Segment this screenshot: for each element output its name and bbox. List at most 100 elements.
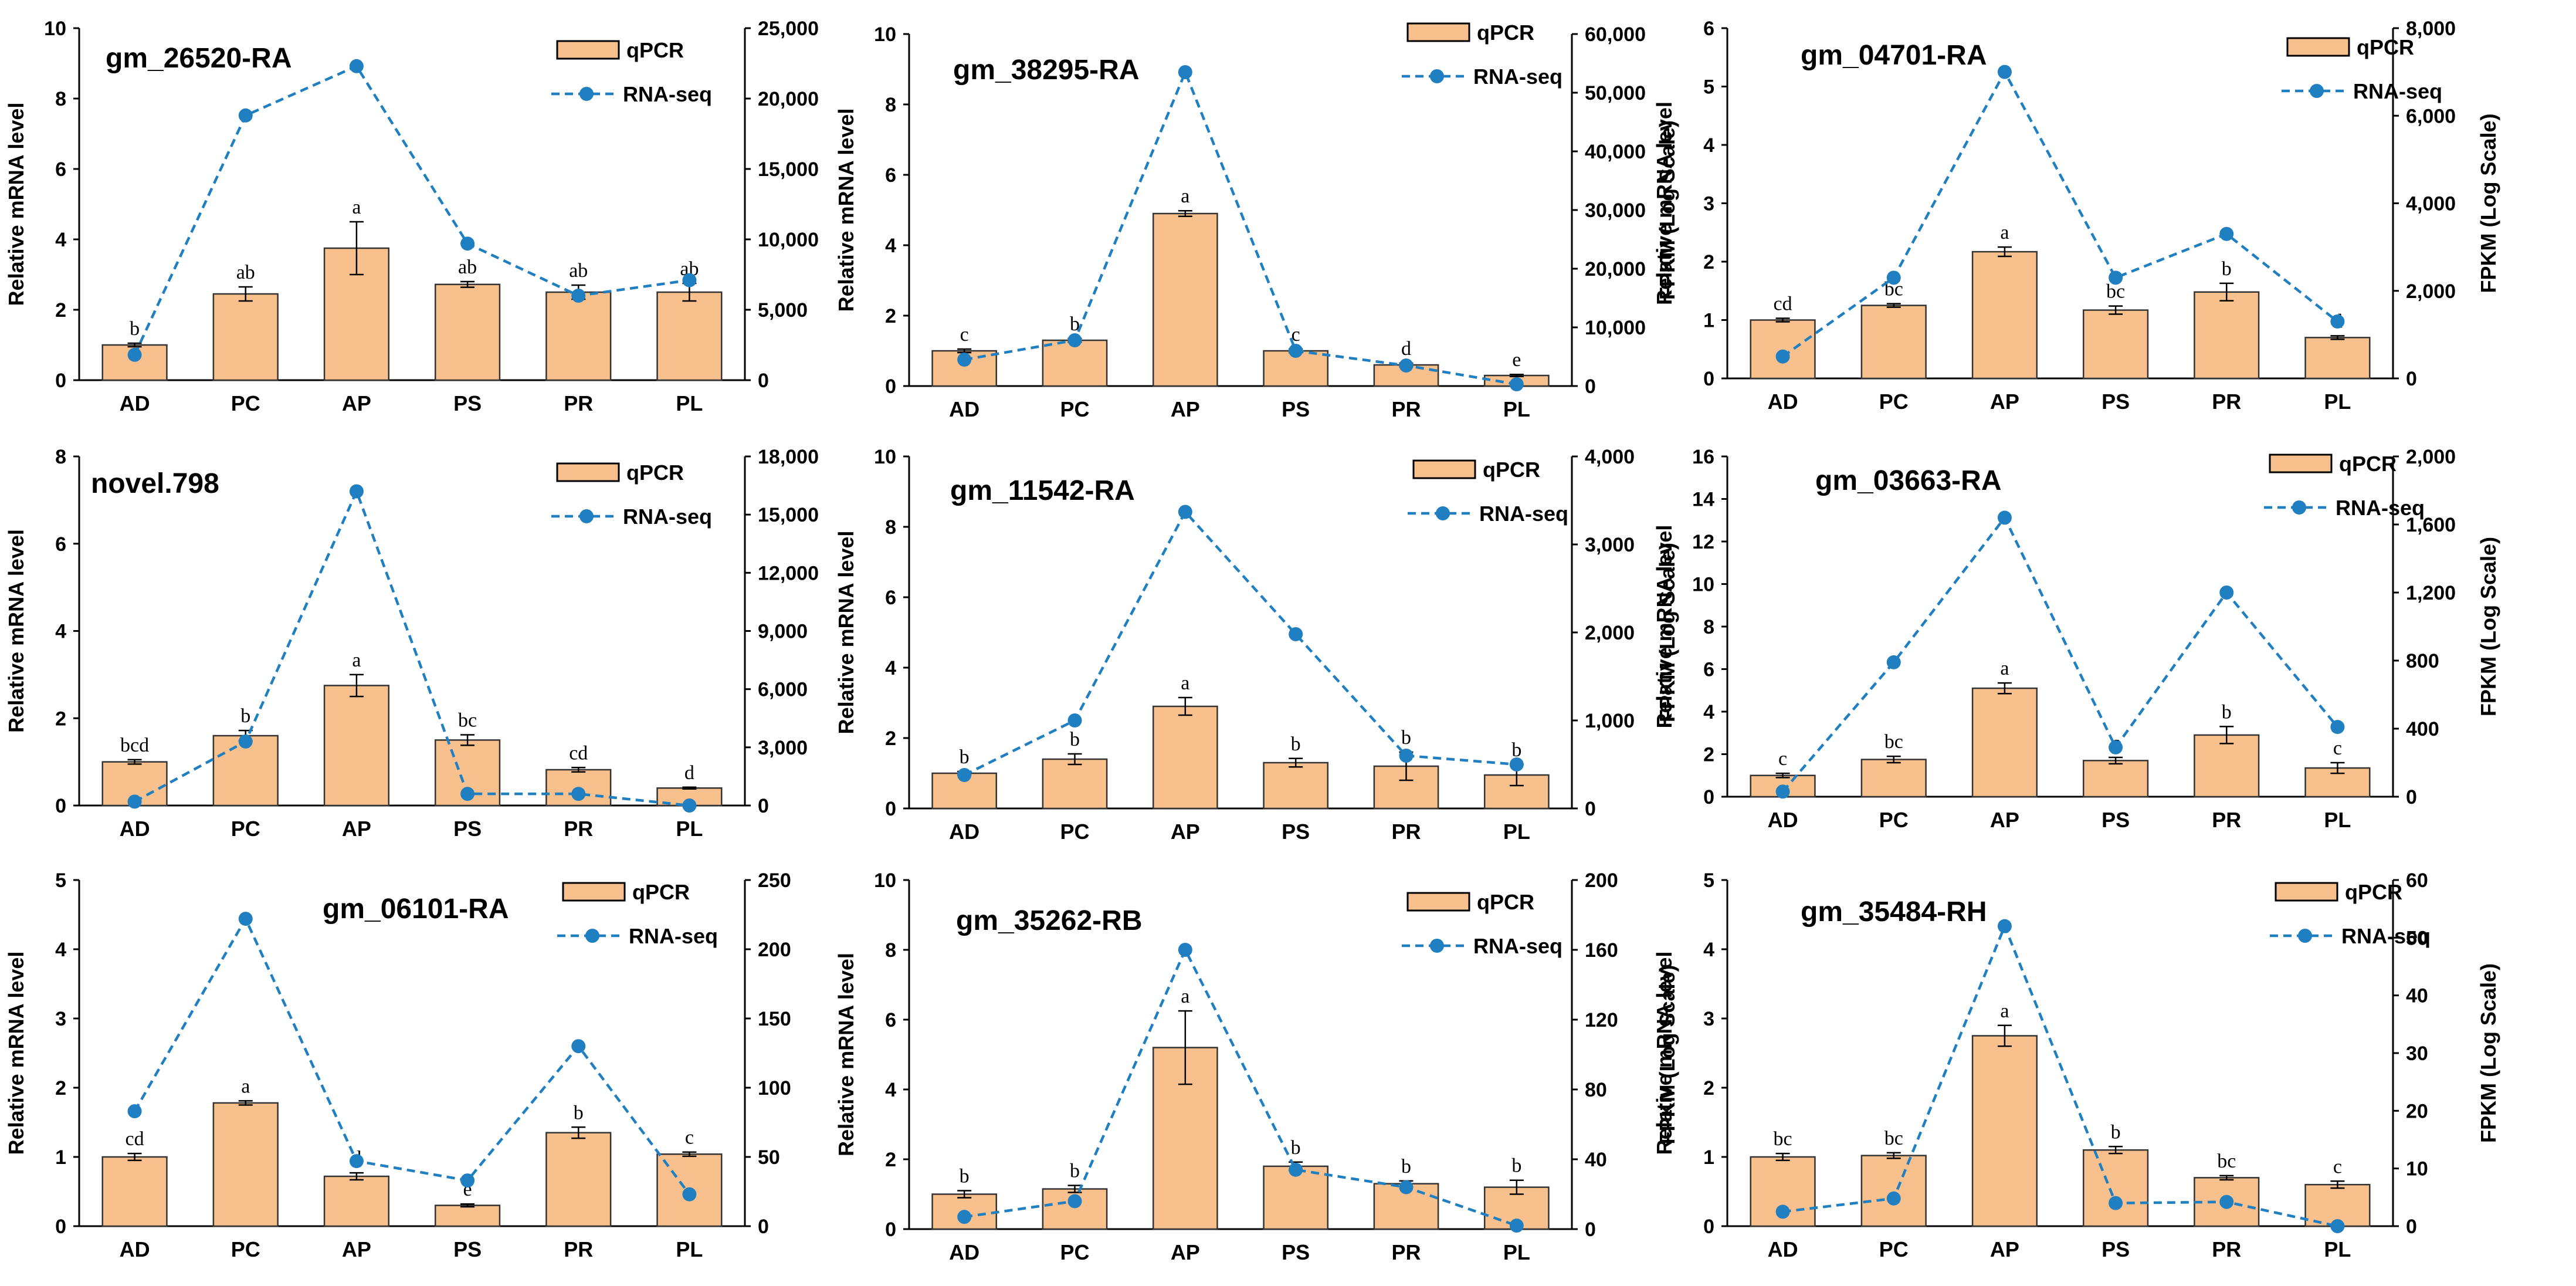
gene-title: gm_35262-RB — [956, 905, 1142, 936]
right-tick-label: 250 — [758, 869, 791, 892]
legend-qpcr-label: qPCR — [2345, 880, 2402, 904]
significance-letter: d — [1401, 338, 1411, 360]
right-tick-label: 3,000 — [1585, 534, 1635, 556]
significance-letter: b — [240, 705, 250, 727]
x-tick-label: PC — [1879, 1237, 1909, 1261]
x-tick-label: AP — [1990, 390, 2019, 414]
x-tick-label: PS — [453, 1237, 482, 1261]
right-tick-label: 120 — [1585, 1009, 1618, 1031]
significance-letter: a — [2000, 1000, 2009, 1022]
rna-seq-point — [1067, 1194, 1082, 1209]
legend-qpcr-label: qPCR — [626, 461, 684, 485]
legend-qpcr-label: qPCR — [632, 880, 690, 904]
rna-seq-line — [133, 64, 690, 356]
left-tick-label: 5 — [55, 869, 66, 892]
x-tick-label: AP — [342, 817, 371, 841]
left-tick-label: 2 — [55, 708, 66, 730]
x-tick-label: PS — [1282, 820, 1310, 844]
rna-seq-point — [957, 1210, 972, 1224]
x-tick-label: AP — [1171, 1240, 1200, 1264]
bar-PL — [2304, 337, 2371, 380]
significance-letter: b — [1511, 1155, 1521, 1177]
rna-seq-point — [127, 1104, 142, 1119]
significance-letter: ab — [569, 260, 588, 282]
right-tick-label: 80 — [1585, 1079, 1607, 1101]
x-tick-label: AD — [949, 397, 979, 421]
legend-qpcr-label: qPCR — [1483, 458, 1540, 482]
right-tick-label: 0 — [2406, 786, 2417, 808]
legend-rna-seq-label: RNA-seq — [2336, 496, 2425, 520]
significance-letter: ab — [236, 262, 255, 283]
chart-panel-8: 0 2 4 6 8 10 0 40 80 120 160 200 Relative mRNA level… — [834, 869, 1679, 1264]
left-tick-label: 8 — [1703, 616, 1714, 638]
rna-seq-point — [1178, 505, 1192, 519]
x-tick-label: AP — [1171, 397, 1200, 421]
left-tick-label: 0 — [55, 795, 66, 817]
rna-seq-point — [957, 353, 972, 367]
bar-PC — [1860, 1155, 1927, 1227]
bar-PR — [2194, 291, 2260, 380]
rna-seq-point — [1997, 510, 2012, 525]
x-tick-label: PR — [564, 1237, 593, 1261]
left-tick-label: 0 — [885, 1219, 896, 1241]
significance-letter: c — [960, 324, 969, 346]
significance-letter: c — [1778, 748, 1787, 770]
gene-title: gm_11542-RA — [950, 475, 1135, 506]
right-tick-label: 2,000 — [2406, 280, 2456, 303]
rna-seq-point — [1289, 344, 1303, 358]
rna-seq-point — [1067, 713, 1082, 727]
right-tick-label: 1,200 — [2406, 582, 2456, 604]
chart-panel-6: 0 2 4 6 8 10 12 14 16 0 400 800 1,200 1,600 2,000 Relat… — [1652, 446, 2500, 832]
rna-seq-point — [1775, 784, 1790, 799]
gene-title: gm_26520-RA — [106, 43, 292, 74]
left-tick-label: 6 — [1703, 18, 1714, 40]
right-tick-label: 40 — [1585, 1149, 1607, 1171]
legend-qpcr-label: qPCR — [1477, 890, 1534, 914]
legend-qpcr-swatch — [556, 462, 620, 482]
right-tick-label: 1,000 — [1585, 710, 1635, 732]
rna-seq-line — [964, 68, 1517, 386]
rna-seq-line — [134, 488, 690, 807]
right-tick-label: 100 — [758, 1077, 791, 1099]
x-tick-label: PR — [1391, 820, 1421, 844]
bar-AD — [101, 1156, 168, 1227]
significance-letter: bc — [1884, 731, 1903, 753]
right-tick-label: 6,000 — [2406, 105, 2456, 127]
left-tick-label: 4 — [1703, 939, 1714, 961]
right-tick-label: 160 — [1585, 939, 1618, 962]
x-tick-label: PR — [564, 817, 593, 841]
y2-axis-label: FPKM (Log Scale) — [1655, 543, 1679, 722]
significance-letter: bc — [1884, 1128, 1903, 1149]
bar-AP — [1152, 212, 1218, 387]
rna-seq-point — [571, 1039, 586, 1054]
left-tick-label: 10 — [874, 23, 896, 46]
left-tick-label: 16 — [1692, 446, 1714, 468]
left-tick-label: 0 — [1703, 1216, 1714, 1238]
y2-axis-label: FPKM (Log Scale) — [2476, 113, 2500, 293]
legend-qpcr-label: qPCR — [1477, 21, 1534, 45]
y-axis-label: Relative mRNA level — [4, 103, 28, 306]
x-tick-label: PR — [1391, 1240, 1421, 1264]
legend-rna-seq-marker — [2292, 500, 2306, 515]
significance-letter: c — [2333, 1156, 2342, 1177]
left-tick-label: 4 — [885, 657, 896, 679]
left-tick-label: 2 — [885, 727, 896, 750]
right-tick-label: 40 — [2406, 985, 2428, 1007]
left-tick-label: 4 — [1703, 134, 1714, 157]
legend-rna-seq-label: RNA-seq — [629, 924, 718, 948]
rna-seq-line — [964, 509, 1517, 777]
left-tick-label: 4 — [885, 1079, 896, 1101]
rna-seq-point — [957, 768, 972, 782]
left-tick-label: 10 — [44, 18, 66, 40]
bar-PS — [434, 1204, 501, 1227]
x-tick-label: PC — [1879, 390, 1909, 414]
chart-panel-5: 0 2 4 6 8 10 0 1,000 2,000 3,000 4,000 Relative mRN… — [834, 446, 1679, 844]
legend-qpcr-label: qPCR — [2357, 35, 2414, 59]
left-tick-label: 2 — [1703, 251, 1714, 273]
significance-letter: b — [1070, 313, 1080, 335]
rna-seq-line — [1782, 922, 2338, 1228]
right-tick-label: 8,000 — [2406, 18, 2456, 40]
x-tick-label: PR — [2212, 808, 2241, 832]
left-tick-label: 4 — [1703, 701, 1714, 723]
x-tick-label: PC — [231, 1237, 260, 1261]
